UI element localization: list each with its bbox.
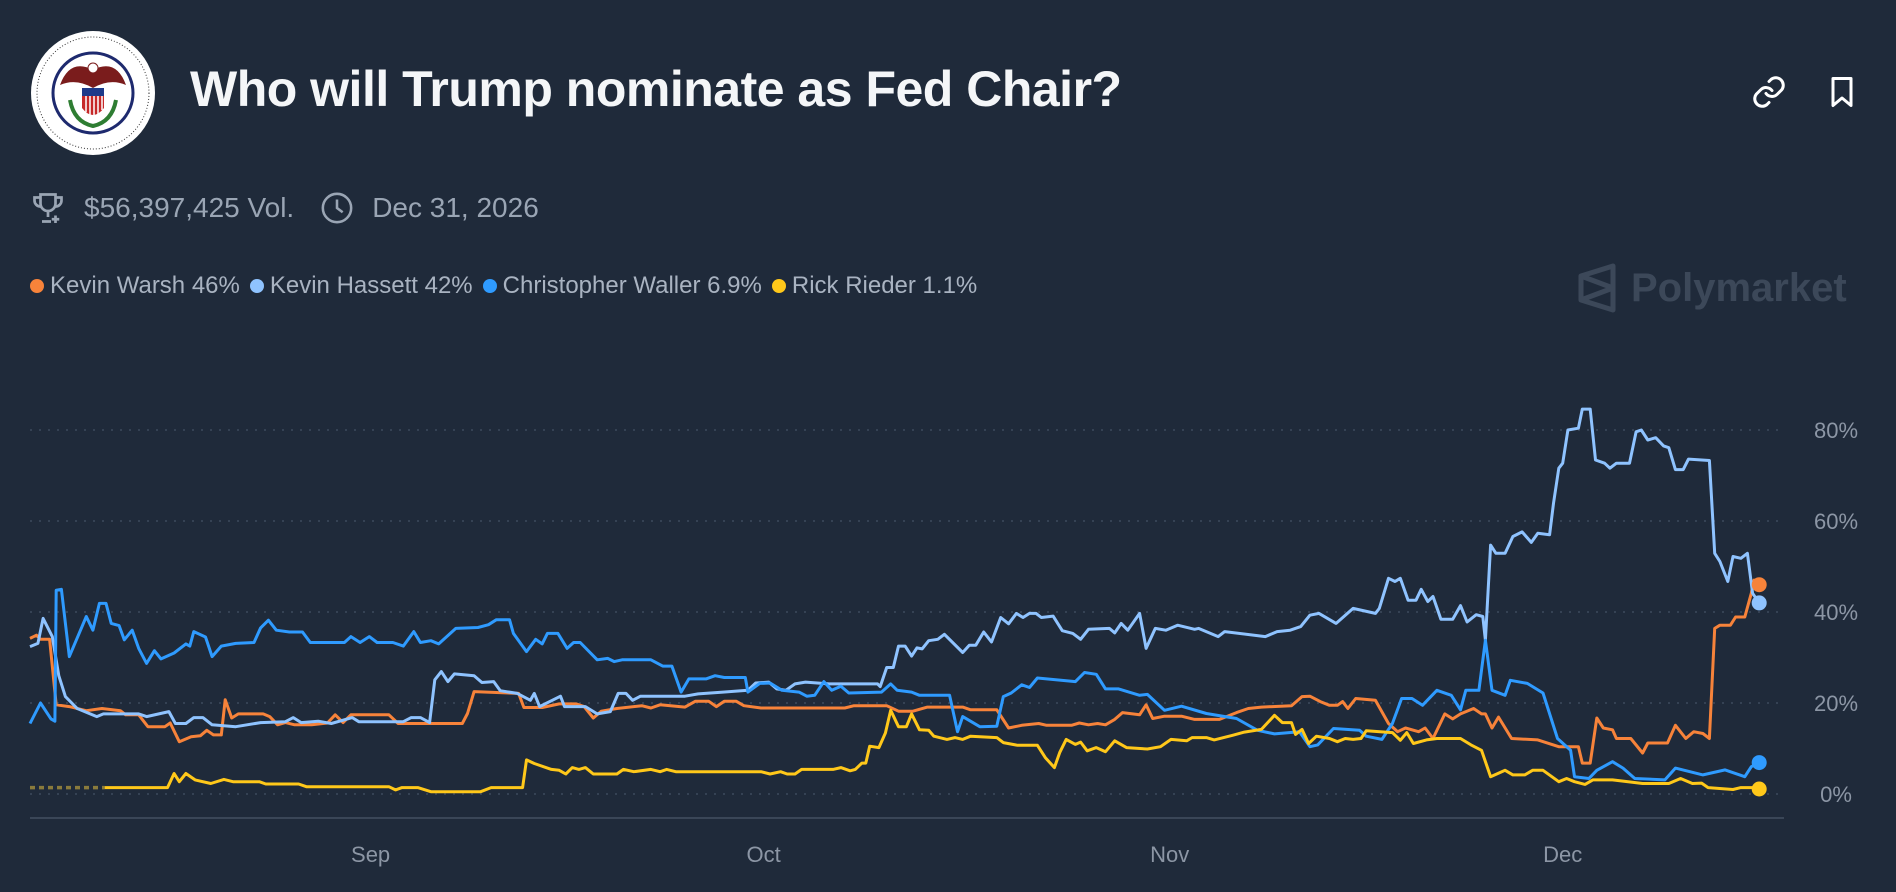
bookmark-button[interactable] <box>1824 74 1860 110</box>
brand-name: Polymarket <box>1631 265 1847 310</box>
market-title: Who will Trump nominate as Fed Chair? <box>190 61 1122 117</box>
federal-reserve-seal-logo <box>30 30 156 156</box>
legend-item-warsh: Kevin Warsh 46% <box>30 272 240 300</box>
y-tick-label: 20% <box>1814 691 1858 716</box>
clock-icon <box>321 192 353 224</box>
end-dot-christopher-waller <box>1751 755 1767 771</box>
polymarket-logo-icon <box>1578 263 1616 313</box>
end-dot-kevin-hassett <box>1751 595 1767 611</box>
legend-dot <box>249 279 264 293</box>
link-icon <box>1753 76 1785 108</box>
end-date-text: Dec 31, 2026 <box>372 192 539 223</box>
legend-dot <box>771 279 786 293</box>
volume-text: $56,397,425 Vol. <box>84 192 295 223</box>
x-tick-label: Oct <box>746 842 780 867</box>
series-line-kevin-warsh <box>29 578 1761 765</box>
y-tick-label: 80% <box>1814 418 1858 443</box>
market-stats: $56,397,425 Vol. Dec 31, 2026 <box>30 190 539 226</box>
legend-label: Kevin Warsh 46% <box>50 272 240 299</box>
legend-item-waller: Christopher Waller 6.9% <box>482 272 762 300</box>
x-tick-label: Dec <box>1543 842 1582 867</box>
y-tick-label: 60% <box>1814 509 1858 534</box>
chart-legend: Kevin Warsh 46% Kevin Hassett 42% Christ… <box>30 272 987 300</box>
legend-label: Christopher Waller 6.9% <box>502 272 762 299</box>
y-tick-label: 0% <box>1820 782 1852 807</box>
legend-label: Rick Rieder 1.1% <box>791 272 978 299</box>
series-line-kevin-hassett <box>29 407 1761 729</box>
series-line-rick-rieder <box>104 708 1760 794</box>
legend-item-hassett: Kevin Hassett 42% <box>249 272 473 300</box>
legend-item-rieder: Rick Rieder 1.1% <box>771 272 978 300</box>
x-tick-label: Sep <box>351 842 390 867</box>
end-dot-rick-rieder <box>1751 781 1767 797</box>
y-tick-label: 40% <box>1814 600 1858 625</box>
series-line-christopher-waller <box>28 587 1760 782</box>
trophy-icon <box>33 193 63 223</box>
legend-label: Kevin Hassett 42% <box>269 272 473 299</box>
polymarket-watermark: Polymarket <box>1575 262 1847 314</box>
legend-dot <box>482 279 497 293</box>
bookmark-icon <box>1831 77 1853 107</box>
end-dot-kevin-warsh <box>1751 577 1767 593</box>
legend-dot <box>30 279 44 293</box>
copy-link-button[interactable] <box>1751 74 1787 110</box>
x-tick-label: Nov <box>1150 842 1189 867</box>
